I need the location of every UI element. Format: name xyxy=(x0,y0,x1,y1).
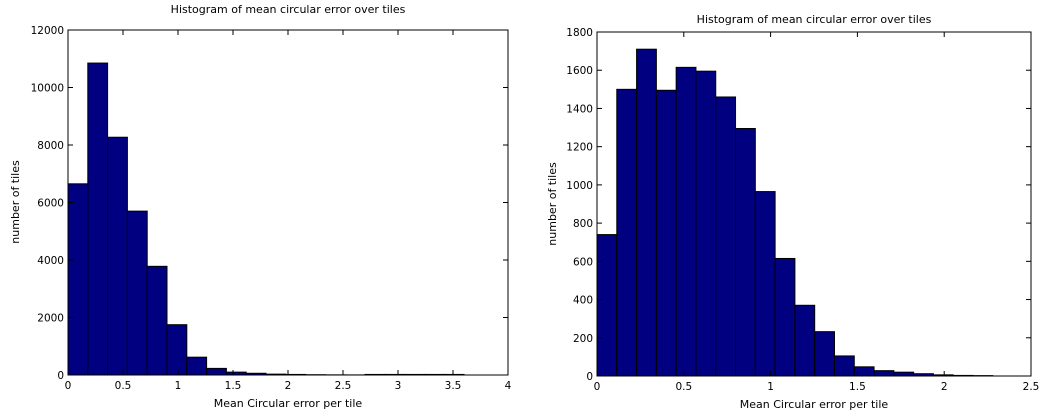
chart-left-bars xyxy=(67,62,465,376)
chart-right-plot-area xyxy=(596,31,1032,377)
chart-left-bar xyxy=(87,62,109,376)
chart-right-y-tick-label: 1400 xyxy=(566,103,593,115)
chart-right-y-ticks: 0 200 400 600 800 1000 1200 1400 1600 1800 xyxy=(566,27,1031,383)
chart-right-bar xyxy=(735,128,756,377)
chart-left-y-axis-label: number of tiles xyxy=(9,160,22,244)
chart-left-bar xyxy=(206,367,227,376)
chart-left-x-tick-label: 2.5 xyxy=(335,380,352,392)
chart-right-y-tick-label: 0 xyxy=(586,371,593,383)
chart-left-bar xyxy=(166,324,188,376)
chart-right-x-ticks: 0 0.5 1 1.5 2 2.5 xyxy=(594,32,1040,393)
chart-right-y-axis-label: number of tiles xyxy=(546,162,559,246)
chart-right-bar xyxy=(636,48,657,377)
chart-left-y-ticks: 0 2000 4000 6000 8000 10000 12000 xyxy=(31,25,508,382)
chart-left-y-tick-label: 8000 xyxy=(37,140,64,152)
chart-right-bar xyxy=(814,331,835,377)
chart-right-bar xyxy=(774,257,796,377)
chart-left-y-tick-label: 2000 xyxy=(37,313,64,325)
chart-right-bar xyxy=(596,234,618,377)
chart-left-x-tick-label: 3 xyxy=(395,380,402,392)
chart-right-bar xyxy=(754,191,776,377)
chart-right-bar xyxy=(833,355,855,377)
chart-right-y-tick-label: 1200 xyxy=(566,142,593,154)
chart-right-x-tick-label: 2 xyxy=(941,381,948,393)
chart-left-bar xyxy=(107,136,128,376)
chart-right-x-axis-label: Mean Circular error per tile xyxy=(740,398,889,411)
chart-left-bar xyxy=(126,210,148,376)
chart-left-x-axis-label: Mean Circular error per tile xyxy=(214,397,363,410)
chart-right-y-tick-label: 400 xyxy=(573,295,593,307)
chart-left-y-tick-label: 10000 xyxy=(31,83,64,95)
chart-left-bar xyxy=(67,183,89,376)
chart-right-x-tick-label: 1 xyxy=(767,381,774,393)
chart-left-y-tick-label: 6000 xyxy=(37,198,64,210)
chart-right: Histogram of mean circular error over ti… xyxy=(546,13,1039,411)
chart-right-bar xyxy=(794,304,816,377)
chart-right-x-tick-label: 0 xyxy=(594,381,601,393)
chart-right-bar xyxy=(873,370,895,377)
chart-right-bar xyxy=(695,70,717,377)
chart-left-x-tick-label: 0 xyxy=(65,380,72,392)
chart-right-bars xyxy=(596,48,994,377)
chart-left-y-tick-label: 4000 xyxy=(37,255,64,267)
chart-left-x-tick-label: 1 xyxy=(175,380,182,392)
chart-right-y-tick-label: 600 xyxy=(573,256,593,268)
chart-right-x-tick-label: 1.5 xyxy=(849,381,866,393)
chart-right-bar xyxy=(616,88,638,377)
chart-right-y-tick-label: 200 xyxy=(573,333,593,345)
chart-left-bar xyxy=(186,356,208,376)
chart-right-y-tick-label: 1800 xyxy=(566,27,593,39)
chart-left: Histogram of mean circular error over ti… xyxy=(9,3,512,410)
chart-left-x-tick-label: 2 xyxy=(285,380,292,392)
chart-right-bar xyxy=(655,89,677,377)
chart-left-title: Histogram of mean circular error over ti… xyxy=(171,3,406,16)
chart-right-y-tick-label: 800 xyxy=(573,218,593,230)
chart-left-x-ticks: 0 0.5 1 1.5 2 2.5 3 3.5 4 xyxy=(65,30,512,392)
chart-right-title: Histogram of mean circular error over ti… xyxy=(697,13,932,26)
chart-right-bar xyxy=(675,66,697,377)
chart-right-bar xyxy=(893,371,915,377)
chart-right-y-tick-label: 1000 xyxy=(566,180,593,192)
chart-left-bar xyxy=(146,265,168,376)
chart-right-x-tick-label: 2.5 xyxy=(1023,381,1040,393)
chart-right-x-tick-label: 0.5 xyxy=(675,381,692,393)
chart-left-x-tick-label: 0.5 xyxy=(115,380,132,392)
chart-left-x-tick-label: 4 xyxy=(505,380,512,392)
chart-right-y-tick-label: 1600 xyxy=(566,65,593,77)
chart-right-bar xyxy=(715,96,737,377)
chart-left-y-tick-label: 0 xyxy=(57,370,64,382)
chart-left-x-tick-label: 3.5 xyxy=(445,380,462,392)
chart-left-y-tick-label: 12000 xyxy=(31,25,64,37)
chart-left-x-tick-label: 1.5 xyxy=(225,380,242,392)
